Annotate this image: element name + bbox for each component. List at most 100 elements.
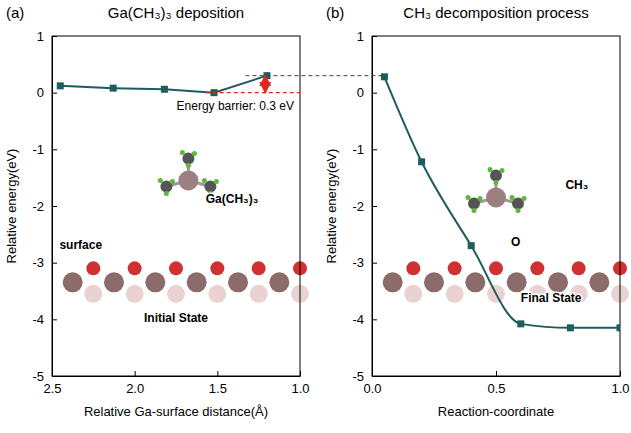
atom [548, 272, 568, 292]
x-tick: 0.5 [487, 371, 505, 396]
atom [210, 261, 224, 275]
y-tick-label: 0 [37, 85, 44, 100]
data-point [161, 86, 168, 93]
atom [192, 151, 197, 156]
barrier-low-line [206, 92, 300, 93]
annotation: Ga(CH₃)₃ [206, 192, 258, 206]
data-point [418, 158, 425, 165]
atom [478, 196, 483, 201]
atom [186, 163, 191, 168]
y-tick: -4 [352, 312, 377, 327]
atom [406, 261, 420, 275]
data-point [567, 324, 574, 331]
data-point [57, 82, 64, 89]
y-tick-mark [52, 93, 57, 94]
y-tick: -3 [352, 255, 377, 270]
y-tick: -2 [32, 199, 57, 214]
atom [269, 272, 289, 292]
atom [489, 261, 503, 275]
atom [500, 168, 505, 173]
atom [486, 188, 506, 208]
y-tick-label: -4 [352, 312, 364, 327]
atom [169, 261, 183, 275]
atom [180, 150, 185, 155]
annotation: CH₃ [565, 178, 588, 192]
y-tick-label: -1 [352, 142, 364, 157]
x-tick: 2.0 [126, 371, 144, 396]
x-tick-label: 0.0 [363, 381, 381, 396]
y-tick-mark [52, 263, 57, 264]
y-tick-label: -3 [32, 255, 44, 270]
y-tick: -1 [352, 142, 377, 157]
atom [86, 261, 100, 275]
y-tick-mark [372, 206, 377, 207]
y-axis-title: Relative energy(eV) [4, 149, 19, 264]
atom [63, 272, 83, 292]
y-tick-label: -2 [32, 199, 44, 214]
x-tick-label: 1.5 [209, 381, 227, 396]
atom [202, 178, 207, 183]
y-tick: -2 [352, 199, 377, 214]
annotation: Final State [521, 291, 582, 305]
atom [158, 178, 163, 183]
molecule-illustration [466, 167, 527, 213]
atom [128, 261, 142, 275]
atom [465, 272, 485, 292]
panel: 2.52.01.51.0-5-4-3-2-101Ga(CH₃)₃surfaceI… [32, 29, 309, 397]
x-axis-title: Relative Ga-surface distance(Å) [84, 404, 268, 419]
atom [170, 179, 175, 184]
x-axis-title: Reaction-coordinate [438, 404, 554, 419]
panel: 0.00.51.0-5-4-3-2-101Final StateOCH₃ [352, 29, 629, 397]
energy-line [384, 77, 620, 328]
atom [145, 272, 165, 292]
atom [252, 261, 266, 275]
x-tick-label: 2.0 [126, 381, 144, 396]
plot-frame [52, 36, 300, 376]
x-axis: 0.0 0.5 1.0 [363, 371, 629, 396]
y-tick-mark [372, 263, 377, 264]
atom [510, 195, 515, 200]
y-tick-mark [52, 319, 57, 320]
atom [516, 208, 521, 213]
panel-label: (b) [326, 4, 344, 21]
y-tick-label: -5 [352, 369, 364, 384]
x-tick-label: 1.0 [291, 381, 309, 396]
x-axis: 2.52.01.51.0 [43, 371, 309, 396]
atom [530, 261, 544, 275]
atom [507, 272, 527, 292]
plot-frame [372, 36, 620, 376]
molecule-illustration [158, 150, 219, 196]
y-axis: -5-4-3-2-101 [32, 29, 57, 384]
data-point [517, 320, 524, 327]
y-tick: -3 [32, 255, 57, 270]
atom [178, 171, 198, 191]
atom [488, 167, 493, 172]
atom [250, 285, 268, 303]
x-tick-mark [496, 371, 497, 376]
x-tick-label: 1.0 [611, 381, 629, 396]
annotation: O [511, 235, 520, 249]
y-tick: -4 [32, 312, 57, 327]
atom [167, 285, 185, 303]
y-tick-mark [372, 149, 377, 150]
y-tick: 0 [37, 85, 57, 100]
surface-illustration [383, 261, 629, 303]
energy-line [60, 76, 267, 93]
atom [104, 272, 124, 292]
surface-illustration [63, 261, 309, 303]
atom [522, 196, 527, 201]
y-tick: 0 [357, 85, 377, 100]
y-tick-label: -2 [352, 199, 364, 214]
plot-area [381, 73, 620, 331]
x-tick: 1.5 [209, 371, 227, 396]
x-tick-mark [217, 371, 218, 376]
data-point [381, 73, 388, 80]
atom [228, 272, 248, 292]
atom [448, 261, 462, 275]
atom [466, 195, 471, 200]
atom [214, 179, 219, 184]
atom [589, 272, 609, 292]
atom [383, 272, 403, 292]
y-tick-label: 0 [357, 85, 364, 100]
figure: 2.52.01.51.0-5-4-3-2-101Ga(CH₃)₃surfaceI… [0, 0, 631, 433]
